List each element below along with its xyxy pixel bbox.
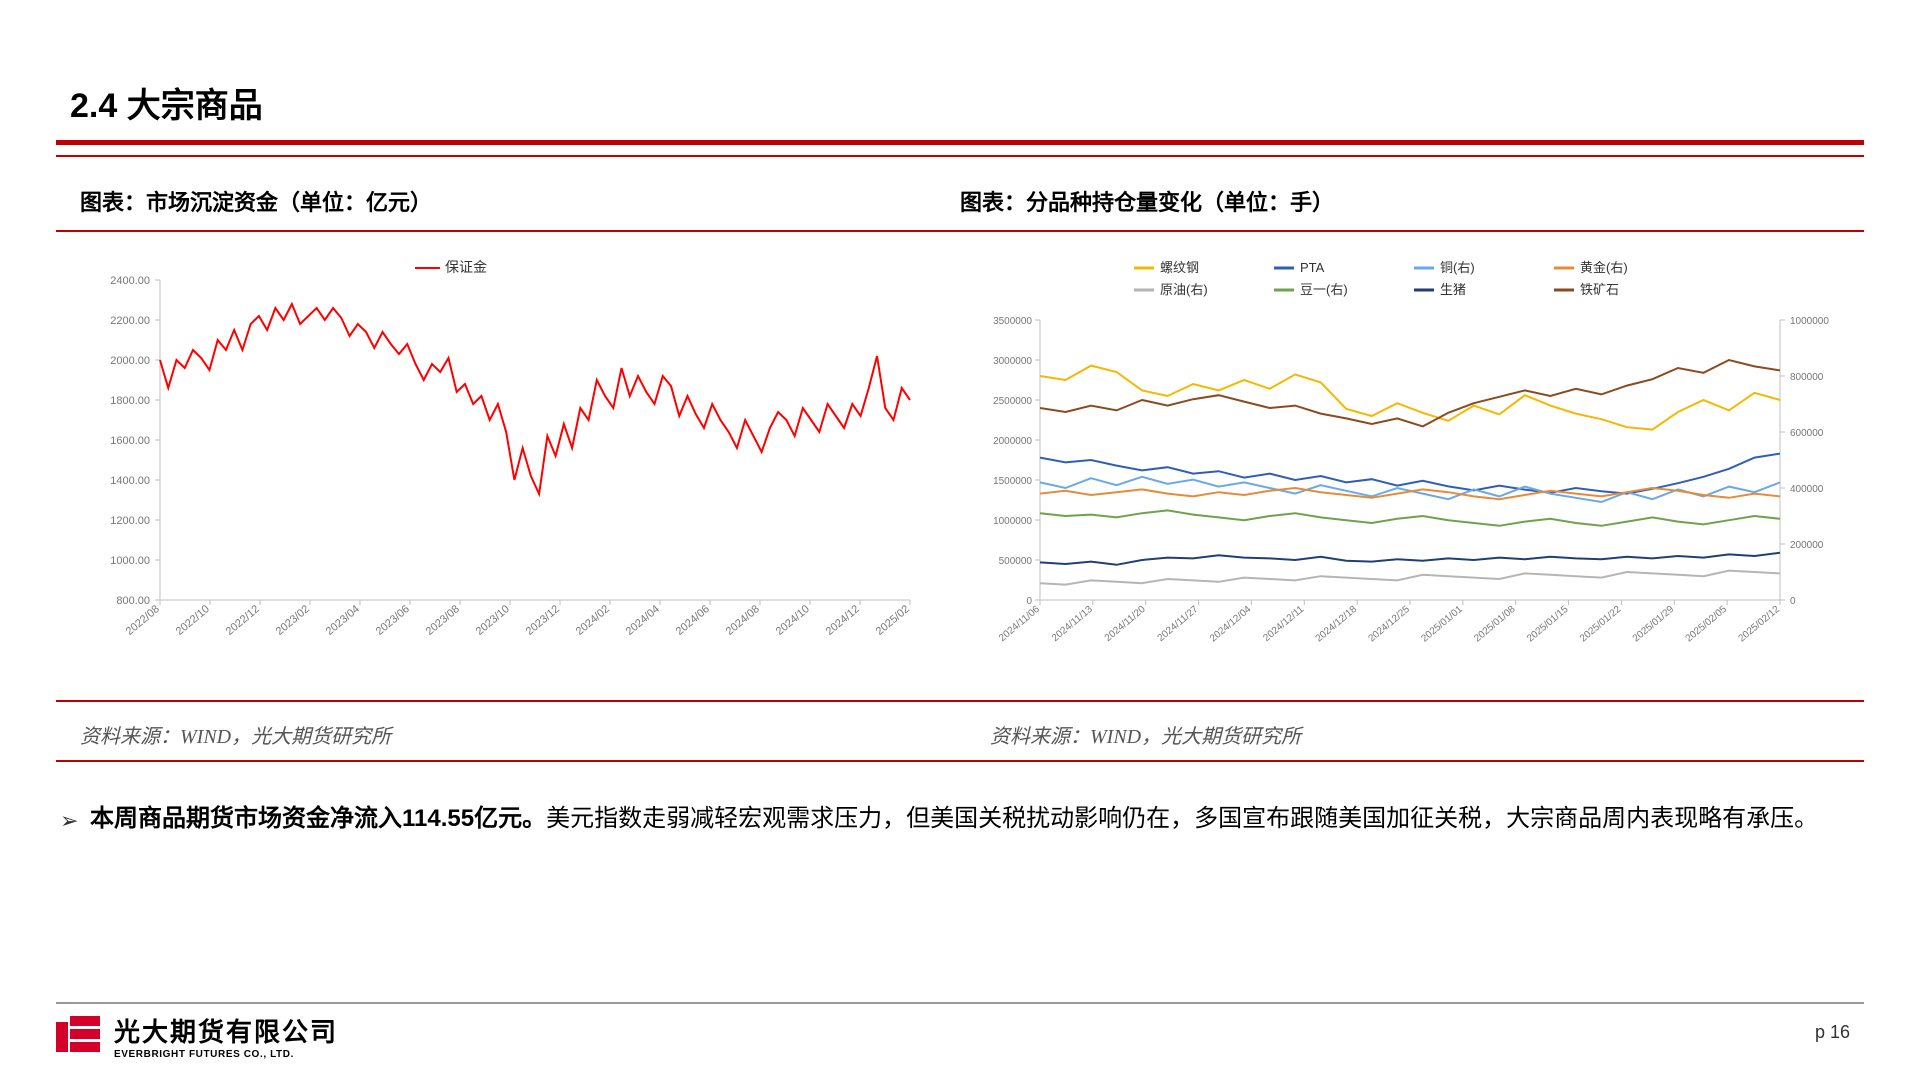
svg-text:2023/04: 2023/04	[324, 603, 362, 638]
svg-text:2024/11/13: 2024/11/13	[1050, 604, 1095, 644]
divider-top-thick	[56, 140, 1864, 145]
svg-text:2024/12/04: 2024/12/04	[1208, 604, 1254, 645]
svg-text:3500000: 3500000	[993, 316, 1032, 327]
svg-text:生猪: 生猪	[1440, 282, 1466, 297]
chart-left: 保证金 800.00 1000.00 1200.00 1400.00 1600.00 180…	[60, 250, 930, 690]
svg-text:500000: 500000	[999, 556, 1033, 567]
divider-source-bottom	[56, 760, 1864, 762]
svg-text:2024/12/25: 2024/12/25	[1367, 604, 1413, 645]
divider-top-thin	[56, 155, 1864, 157]
svg-text:2200.00: 2200.00	[110, 315, 150, 327]
svg-text:2500000: 2500000	[993, 396, 1032, 407]
svg-text:保证金: 保证金	[445, 259, 487, 275]
svg-text:2024/04: 2024/04	[624, 603, 662, 638]
svg-text:600000: 600000	[1790, 428, 1824, 439]
svg-text:2024/11/27: 2024/11/27	[1156, 604, 1201, 644]
svg-text:2023/02: 2023/02	[274, 603, 312, 638]
divider-source-top	[56, 700, 1864, 702]
svg-text:2024/08: 2024/08	[724, 603, 762, 638]
svg-text:200000: 200000	[1790, 540, 1824, 551]
svg-text:2400.00: 2400.00	[110, 275, 150, 287]
chart-right-source: 资料来源：WIND，光大期货研究所	[990, 720, 1301, 749]
svg-text:铁矿石: 铁矿石	[1580, 282, 1619, 297]
svg-text:800.00: 800.00	[116, 595, 150, 607]
svg-text:3000000: 3000000	[993, 356, 1032, 367]
chart-right-caption: 图表：分品种持仓量变化（单位：手）	[960, 185, 1334, 217]
footer-company-en: EVERBRIGHT FUTURES CO., LTD.	[114, 1049, 338, 1060]
svg-text:原油(右): 原油(右)	[1160, 282, 1208, 297]
svg-text:螺纹钢: 螺纹钢	[1160, 260, 1199, 275]
svg-text:2022/10: 2022/10	[174, 603, 212, 638]
svg-text:2023/06: 2023/06	[374, 603, 412, 638]
svg-text:2023/12: 2023/12	[524, 603, 562, 638]
svg-text:1000.00: 1000.00	[110, 555, 150, 567]
bullet-bold: 本周商品期货市场资金净流入114.55亿元。	[90, 805, 546, 832]
svg-text:2024/12: 2024/12	[824, 603, 862, 638]
svg-text:2023/08: 2023/08	[424, 603, 462, 638]
svg-text:2025/01/29: 2025/01/29	[1631, 604, 1677, 645]
svg-text:1600.00: 1600.00	[110, 435, 150, 447]
footer-divider	[56, 1002, 1864, 1004]
svg-text:1000000: 1000000	[993, 516, 1032, 527]
svg-text:PTA: PTA	[1300, 260, 1325, 275]
footer-company-cn: 光大期货有限公司	[114, 1012, 338, 1049]
svg-text:2022/08: 2022/08	[124, 603, 162, 638]
svg-text:2025/02/12: 2025/02/12	[1737, 604, 1783, 645]
svg-text:2024/11/06: 2024/11/06	[997, 604, 1042, 644]
logo-icon	[56, 1016, 100, 1056]
svg-text:2000000: 2000000	[993, 436, 1032, 447]
svg-text:2023/10: 2023/10	[474, 603, 512, 638]
svg-text:2025/01/15: 2025/01/15	[1525, 604, 1571, 645]
svg-text:2025/01/01: 2025/01/01	[1419, 604, 1465, 645]
svg-text:2025/02/05: 2025/02/05	[1684, 604, 1730, 645]
footer: 光大期货有限公司 EVERBRIGHT FUTURES CO., LTD. p …	[0, 1002, 1920, 1080]
svg-text:1500000: 1500000	[993, 476, 1032, 487]
svg-text:0: 0	[1790, 596, 1796, 607]
bullet-text: ➢ 本周商品期货市场资金净流入114.55亿元。美元指数走弱减轻宏观需求压力，但…	[90, 795, 1850, 843]
svg-text:2025/01/22: 2025/01/22	[1578, 604, 1624, 645]
svg-text:2024/12/11: 2024/12/11	[1261, 604, 1306, 644]
svg-text:2022/12: 2022/12	[224, 603, 262, 638]
bullet-arrow-icon: ➢	[60, 799, 78, 843]
chart-left-caption: 图表：市场沉淀资金（单位：亿元）	[80, 185, 432, 217]
chart-left-source: 资料来源：WIND，光大期货研究所	[80, 720, 391, 749]
svg-text:2024/10: 2024/10	[774, 603, 812, 638]
svg-text:铜(右): 铜(右)	[1440, 260, 1475, 275]
svg-text:2024/02: 2024/02	[574, 603, 612, 638]
svg-text:800000: 800000	[1790, 372, 1824, 383]
svg-text:1200.00: 1200.00	[110, 515, 150, 527]
svg-text:2024/06: 2024/06	[674, 603, 712, 638]
bullet-rest: 美元指数走弱减轻宏观需求压力，但美国关税扰动影响仍在，多国宣布跟随美国加征关税，…	[546, 805, 1818, 832]
chart-right: 螺纹钢 PTA 铜(右) 黄金(右) 原油(右) 豆一(右) 生猪 铁矿石 0 500000 100…	[960, 250, 1860, 690]
svg-text:豆一(右): 豆一(右)	[1300, 282, 1348, 297]
svg-text:2025/02: 2025/02	[874, 603, 912, 638]
svg-text:2000.00: 2000.00	[110, 355, 150, 367]
page-number: p 16	[1815, 1022, 1850, 1043]
divider-caption-underline	[56, 230, 1864, 232]
svg-text:0: 0	[1026, 596, 1032, 607]
section-title: 2.4 大宗商品	[70, 78, 263, 127]
svg-text:400000: 400000	[1790, 484, 1824, 495]
svg-text:黄金(右): 黄金(右)	[1580, 260, 1628, 275]
footer-logo: 光大期货有限公司 EVERBRIGHT FUTURES CO., LTD.	[56, 1012, 338, 1060]
svg-text:1400.00: 1400.00	[110, 475, 150, 487]
svg-text:2025/01/08: 2025/01/08	[1472, 604, 1518, 645]
svg-text:1000000: 1000000	[1790, 316, 1829, 327]
svg-text:2024/12/18: 2024/12/18	[1314, 604, 1360, 645]
svg-text:2024/11/20: 2024/11/20	[1103, 604, 1148, 644]
svg-text:1800.00: 1800.00	[110, 395, 150, 407]
